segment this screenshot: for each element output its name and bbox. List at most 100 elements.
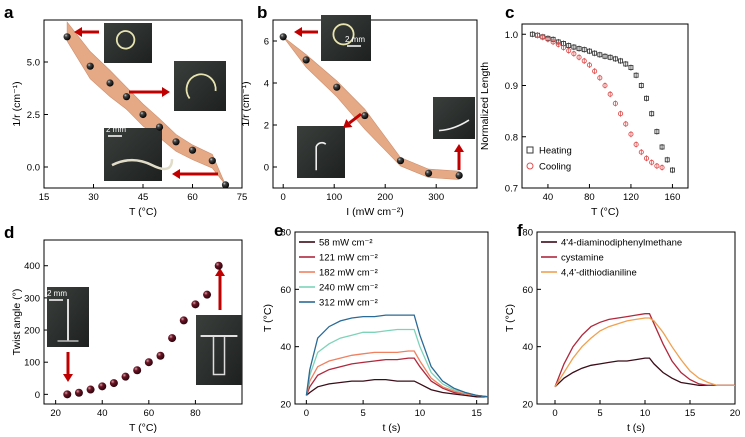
- red-arrow: [348, 112, 362, 125]
- photo-inset: [47, 287, 89, 347]
- y-tick-label: 0: [35, 390, 40, 401]
- y-tick-label: 60: [280, 285, 291, 296]
- data-point-cooling: [643, 155, 650, 161]
- error-band: [66, 21, 226, 186]
- x-tick-label: 5: [597, 408, 602, 419]
- data-point: [424, 169, 433, 177]
- data-point-cooling: [576, 54, 582, 60]
- data-point-cooling: [638, 149, 644, 155]
- y-tick-label: 4: [264, 79, 269, 90]
- data-point-cooling: [540, 34, 546, 40]
- data-point-heating: [644, 95, 649, 101]
- axes-frame: [536, 231, 736, 405]
- red-arrow-head: [294, 27, 302, 37]
- panel-label-f: f: [517, 221, 523, 240]
- y-axis-label: T (°C): [504, 304, 516, 332]
- scale-bar-label: 2 mm: [345, 35, 365, 44]
- photo-inset: [174, 61, 226, 111]
- data-point-cooling: [602, 82, 608, 89]
- ribbon-shape: [315, 141, 327, 171]
- x-tick-label: 0: [552, 408, 557, 419]
- panel-label-a: a: [4, 3, 14, 22]
- series-line: [554, 313, 735, 388]
- data-point: [122, 93, 131, 101]
- data-point-cooling: [607, 91, 613, 97]
- data-point: [98, 382, 107, 391]
- data-point-heating: [529, 31, 535, 37]
- y-tick-label: 60: [522, 285, 533, 296]
- photo-background: [196, 315, 242, 385]
- ribbon-shape: [111, 158, 174, 171]
- x-tick-label: 120: [623, 192, 639, 203]
- data-point-heating: [669, 167, 675, 173]
- y-tick-label: 20: [522, 400, 533, 411]
- x-tick-label: 80: [190, 408, 201, 419]
- plot-area: 4'4-diaminodiphenylmethane cystamine 4,4'-…: [541, 238, 735, 388]
- red-arrow-head: [215, 268, 225, 276]
- red-arrow-head: [454, 144, 464, 152]
- x-tick-label: 40: [97, 408, 108, 419]
- x-tick-label: 20: [730, 408, 741, 419]
- legend-label: Cooling: [539, 162, 571, 173]
- x-tick-label: 200: [377, 192, 393, 203]
- legend-label: 312 mW cm⁻²: [319, 298, 378, 309]
- series-line: [305, 328, 489, 398]
- y-tick-label: 2.5: [27, 110, 40, 121]
- x-tick-label: 300: [428, 192, 444, 203]
- x-tick-label: 45: [138, 192, 149, 203]
- data-point-heating: [664, 157, 670, 163]
- data-point: [361, 111, 369, 120]
- data-point: [109, 379, 118, 388]
- series-line: [305, 350, 489, 398]
- x-tick-label: 60: [187, 192, 198, 203]
- photo-background: [297, 126, 345, 178]
- x-tick-label: 10: [415, 408, 426, 419]
- photo-inset: [104, 23, 152, 63]
- photo-background: [104, 128, 162, 181]
- red-arrow-head: [172, 169, 180, 179]
- axes-frame: [294, 231, 489, 405]
- red-arrow-head: [74, 27, 82, 37]
- y-tick-label: 6: [264, 37, 269, 48]
- data-point-heating: [576, 46, 582, 52]
- series-line: [305, 314, 489, 398]
- x-tick-label: 80: [584, 192, 595, 203]
- x-axis-label: t (s): [382, 422, 400, 434]
- data-point: [179, 316, 188, 325]
- y-tick-label: 0: [264, 163, 269, 174]
- data-point-heating: [612, 56, 618, 62]
- data-point: [279, 33, 287, 41]
- x-tick-label: 0: [304, 408, 309, 419]
- x-tick-label: 10: [640, 408, 651, 419]
- x-axis-label: I (mW cm⁻²): [346, 206, 403, 218]
- scale-bar-label: 2 mm: [47, 289, 67, 298]
- photo-inset: [104, 128, 174, 181]
- data-point-cooling: [623, 121, 629, 127]
- data-point-cooling: [566, 48, 572, 54]
- x-tick-label: 20: [50, 408, 61, 419]
- plot-area: 58 mW cm⁻² 121 mW cm⁻² 182 mW cm⁻² 240 mW c…: [299, 238, 489, 398]
- data-point-heating: [633, 72, 639, 78]
- photo-inset: [321, 15, 371, 61]
- legend-label: 182 mW cm⁻²: [319, 268, 378, 279]
- data-point-cooling: [654, 163, 660, 169]
- x-tick-label: 5: [360, 408, 365, 419]
- x-tick-label: 30: [88, 192, 99, 203]
- x-axis-label: T (°C): [591, 206, 619, 218]
- legend-label: 4'4-diaminodiphenylmethane: [561, 238, 682, 249]
- data-point-cooling: [597, 75, 603, 81]
- data-point-heating: [628, 65, 634, 71]
- y-tick-label: 80: [280, 228, 291, 239]
- scale-bar-label: 2 mm: [106, 125, 126, 134]
- photo-inset: [196, 315, 242, 385]
- photo-background: [433, 97, 475, 139]
- data-point-cooling: [535, 32, 541, 38]
- plot-area: 2 mm: [47, 261, 242, 399]
- x-tick-label: 100: [326, 192, 342, 203]
- data-point-heating: [597, 52, 603, 58]
- x-tick-label: 15: [39, 192, 50, 203]
- red-arrow-head: [63, 374, 73, 382]
- y-tick-label: 40: [522, 342, 533, 353]
- panel-a: a 15 30 45 60 75 0.0 2.5 5.0 T (°C) 1/r (cm⁻¹) 2 mm: [4, 3, 247, 218]
